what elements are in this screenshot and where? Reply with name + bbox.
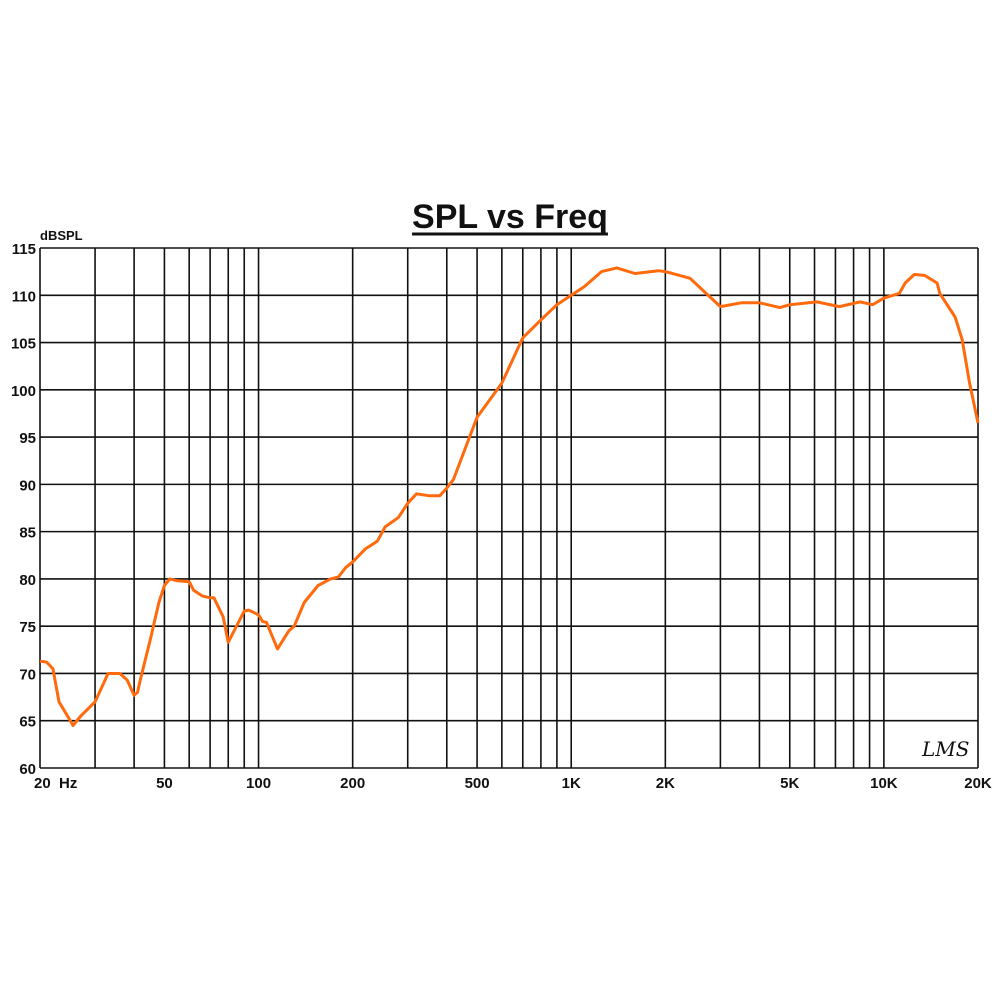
chart-title: SPL vs Freq <box>412 198 608 236</box>
y-tick-label: 70 <box>19 666 36 683</box>
y-tick-label: 60 <box>19 761 36 778</box>
x-tick-label: 2K <box>656 775 675 792</box>
x-tick-label: 50 <box>156 775 173 792</box>
x-tick-label: 20 Hz <box>34 775 77 792</box>
y-tick-label: 85 <box>19 525 36 542</box>
x-tick-label: 1K <box>562 775 581 792</box>
y-tick-label: 75 <box>19 619 36 636</box>
y-tick-label: 115 <box>12 241 36 258</box>
y-tick-label: 90 <box>19 477 36 494</box>
spl-curve <box>39 266 980 727</box>
x-tick-label: 20K <box>964 775 992 792</box>
y-tick-label: 100 <box>11 383 36 400</box>
y-tick-label: 110 <box>12 288 36 305</box>
y-tick-label: 105 <box>11 336 36 353</box>
y-tick-label: 80 <box>19 572 36 589</box>
y-axis-label: dBSPL <box>40 228 83 243</box>
grid <box>39 247 979 769</box>
series <box>39 266 980 727</box>
y-tick-label: 95 <box>19 430 36 447</box>
y-tick-label: 65 <box>19 714 36 731</box>
x-tick-label: 100 <box>246 775 271 792</box>
x-tick-label: 5K <box>780 775 799 792</box>
tick-labels: 60 65 70 75 80 85 90 95 100 105 110 115 20 Hz 50 100 20… <box>11 241 992 792</box>
x-tick-label: 200 <box>340 775 365 792</box>
lms-logo: LMS <box>921 737 969 761</box>
x-tick-label: 500 <box>465 775 490 792</box>
x-tick-label: 10K <box>870 775 898 792</box>
